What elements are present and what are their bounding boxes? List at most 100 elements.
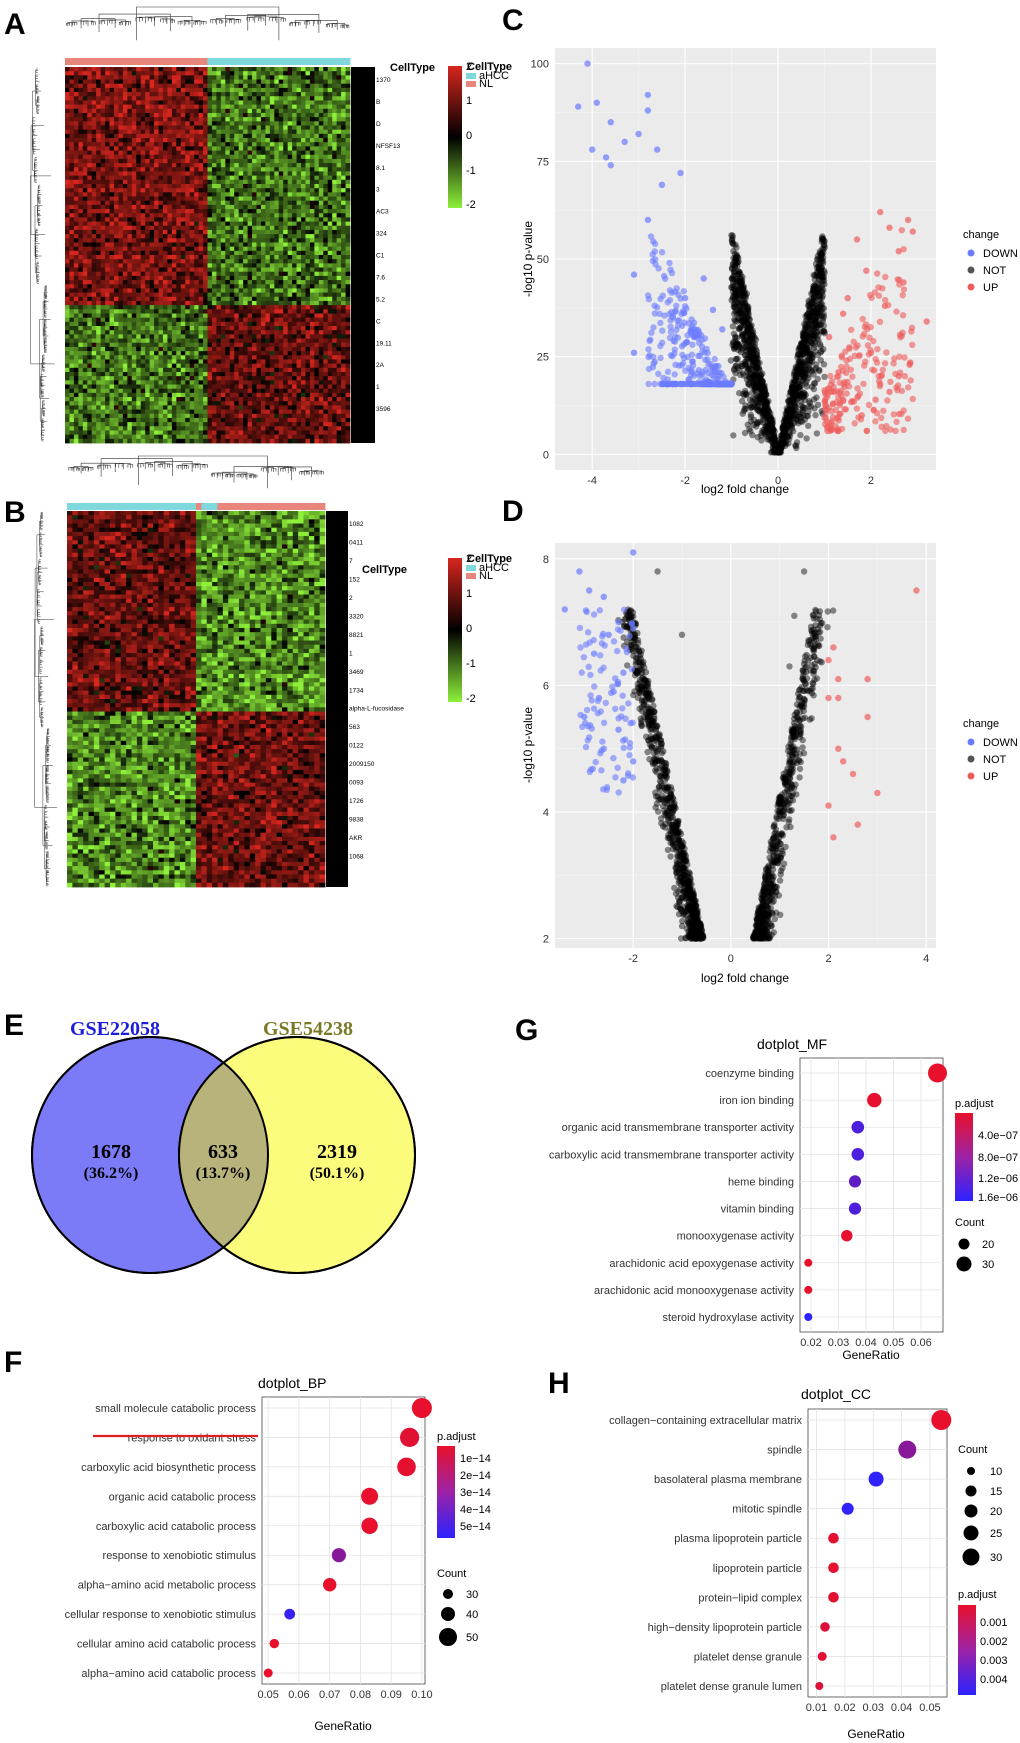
heatA-cell [109, 104, 115, 110]
heatA-cell [332, 71, 338, 76]
heatA-cell [309, 121, 315, 126]
heatA-cell [278, 234, 284, 239]
heatA-cell [225, 146, 231, 151]
heatA-cell [341, 138, 346, 143]
heatA-cell [78, 225, 84, 231]
heatA-cell [171, 355, 177, 360]
heatA-cell [260, 167, 266, 172]
heatA-cell [287, 221, 293, 227]
heatA-cell [162, 125, 168, 131]
heatA-cell [96, 280, 102, 285]
heatA-cell [69, 217, 75, 222]
heatA-cell [87, 267, 93, 273]
heatA-cell [189, 209, 195, 214]
heatA-cell [314, 367, 320, 373]
heatA-cell [203, 108, 208, 114]
heatA-celltype-cell [323, 58, 329, 65]
heatA-cell [113, 263, 119, 268]
heatA-cell [260, 125, 266, 131]
heatA-cell [109, 246, 115, 252]
heatA-cell [176, 250, 182, 256]
heatA-cell [292, 167, 297, 172]
heatA-cell [158, 67, 164, 72]
heatA-cell [118, 209, 124, 214]
heatA-cell [225, 150, 231, 156]
heatA-cell [225, 267, 231, 273]
heatA-cell [278, 238, 284, 243]
heatA-cell [243, 296, 248, 302]
heatA-cell [109, 163, 115, 168]
heatA-cell [287, 138, 293, 143]
heatA-cell [149, 346, 155, 352]
heatA-cell [256, 355, 262, 360]
heatA-cell [154, 309, 159, 314]
heatA-cell [100, 71, 106, 76]
heatA-cell [100, 87, 106, 93]
heatA-cell [220, 263, 226, 268]
heatA-cell [140, 154, 146, 160]
heatA-cell [198, 146, 204, 151]
heatA-cell [292, 71, 297, 76]
heatA-cell [336, 117, 342, 122]
heatA-cell [238, 259, 244, 264]
heatA-cell [207, 288, 213, 293]
heatA-cell [96, 192, 102, 197]
heatA-cell [127, 100, 133, 105]
heatA-cell [185, 334, 191, 339]
heatA-cell [332, 154, 338, 160]
heatA-cell [292, 125, 297, 131]
heatA-cell [283, 87, 289, 93]
heatA-cell [345, 200, 351, 206]
heatA-cell [278, 133, 284, 139]
heatA-cell [162, 225, 168, 231]
heatA-cell [314, 342, 320, 348]
heatA-cell [203, 367, 208, 373]
heatA-cell [82, 87, 88, 93]
heatA-cell [309, 108, 315, 114]
heatA-cell [314, 154, 320, 160]
heatA-cell [345, 234, 351, 239]
heatA-cell [65, 342, 70, 348]
heatA-cell [189, 275, 195, 281]
heatA-cell [314, 255, 320, 260]
heatA-cell [65, 280, 70, 285]
heatA-cell [238, 367, 244, 373]
heatA-row-dendro-branch [43, 327, 48, 346]
heatA-cell [287, 317, 293, 323]
heatA-cell [189, 183, 195, 189]
heatA-cell [305, 121, 311, 126]
heatA-cell [131, 250, 137, 256]
heatA-cell [149, 92, 155, 97]
heatA-cell [185, 288, 191, 293]
heatA-cell [238, 292, 244, 298]
heatA-cell [118, 92, 124, 97]
heatA-cell [229, 259, 235, 264]
heatA-cell [82, 171, 88, 177]
heatA-cell [118, 121, 124, 126]
heatA-cell [158, 138, 164, 143]
heatA-cell [149, 150, 155, 156]
heatA-cell [309, 313, 315, 319]
heatA-cell [301, 104, 306, 110]
heatA-cell [332, 334, 338, 339]
heatA-cell [256, 213, 262, 218]
heatA-cell [296, 200, 302, 206]
heatA-cell [122, 121, 128, 126]
heatA-cell [207, 263, 213, 268]
heatA-cell [323, 234, 329, 239]
heatA-row-dendro-branch [44, 314, 47, 318]
heatA-cell [309, 171, 315, 177]
heatA-cell [82, 284, 88, 289]
heatA-cell [269, 154, 275, 160]
heatA-cell [247, 179, 253, 185]
heatA-cell [283, 217, 289, 222]
heatA-cell [345, 229, 351, 235]
heatA-row-dendro-branch [38, 222, 41, 226]
heatA-cell [122, 167, 128, 172]
heatA-cell [162, 188, 168, 193]
heatA-cell [122, 284, 128, 289]
heatA-cell [65, 296, 70, 302]
heatA-cell [131, 67, 137, 72]
heatA-cell [194, 154, 199, 160]
